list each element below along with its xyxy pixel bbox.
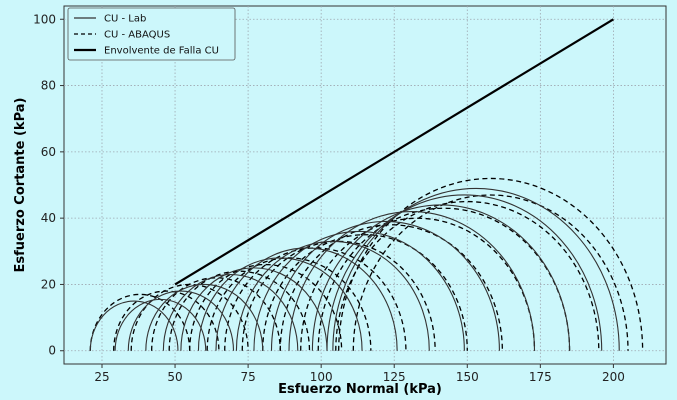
mohr-circle-lab bbox=[253, 230, 465, 351]
mohr-circle-lab bbox=[215, 247, 398, 351]
legend-label-cu-lab: CU - Lab bbox=[104, 14, 146, 25]
mohr-circle-lab bbox=[89, 300, 179, 351]
mohr-circle-lab bbox=[235, 240, 430, 351]
y-tick-label: 20 bbox=[41, 277, 56, 291]
y-tick-label: 80 bbox=[41, 79, 56, 93]
x-tick-label: 175 bbox=[529, 370, 552, 384]
grid bbox=[64, 6, 666, 364]
x-tick-label: 100 bbox=[310, 370, 333, 384]
y-axis-label: Esfuerzo Cortante (kPa) bbox=[13, 98, 28, 273]
mohr-circle-lab bbox=[127, 290, 235, 351]
y-tick-label: 60 bbox=[41, 145, 56, 159]
mohr-circle-lab bbox=[288, 211, 536, 351]
mohr-circle-abaqus bbox=[151, 277, 281, 351]
x-tick-label: 125 bbox=[383, 370, 406, 384]
mohr-circle-lab bbox=[326, 194, 603, 351]
legend: CU - Lab CU - ABAQUS Envolvente de Falla… bbox=[67, 7, 236, 61]
mohr-circle-abaqus bbox=[262, 234, 468, 351]
y-tick-label: 0 bbox=[48, 344, 56, 358]
axes: 25 50 75 100 125 150 175 200 0 20 40 60 80 100 bbox=[33, 12, 625, 384]
mohr-circle-lab bbox=[180, 267, 328, 351]
mohr-circle-abaqus bbox=[300, 217, 536, 351]
mohr-circle-abaqus bbox=[352, 194, 629, 351]
data-layer bbox=[89, 18, 644, 351]
y-tick-label: 100 bbox=[33, 12, 56, 26]
x-tick-label: 200 bbox=[602, 370, 625, 384]
y-tick-label: 40 bbox=[41, 211, 56, 225]
x-tick-label: 25 bbox=[94, 370, 109, 384]
mohr-circle-abaqus bbox=[113, 290, 220, 351]
mohr-circle-abaqus bbox=[168, 270, 311, 351]
plot-area bbox=[63, 5, 667, 365]
mohr-circle-lab bbox=[162, 274, 299, 351]
legend-label-cu-abaqus: CU - ABAQUS bbox=[104, 30, 170, 41]
legend-box bbox=[67, 7, 236, 61]
failure-envelope-line bbox=[174, 18, 614, 286]
x-axis-label: Esfuerzo Normal (kPa) bbox=[278, 382, 442, 397]
mohr-circle-abaqus bbox=[224, 247, 407, 351]
mohr-circle-lab bbox=[311, 204, 571, 351]
x-tick-label: 75 bbox=[240, 370, 255, 384]
mohr-circle-lab bbox=[270, 220, 500, 351]
mohr-circle-lab bbox=[197, 257, 363, 351]
x-tick-label: 150 bbox=[456, 370, 479, 384]
mohr-circle-abaqus bbox=[189, 264, 343, 351]
mohr-circle-abaqus bbox=[338, 177, 644, 351]
x-tick-label: 50 bbox=[167, 370, 182, 384]
mohr-circle-lab bbox=[332, 187, 620, 351]
legend-label-envelope: Envolvente de Falla CU bbox=[104, 46, 219, 57]
